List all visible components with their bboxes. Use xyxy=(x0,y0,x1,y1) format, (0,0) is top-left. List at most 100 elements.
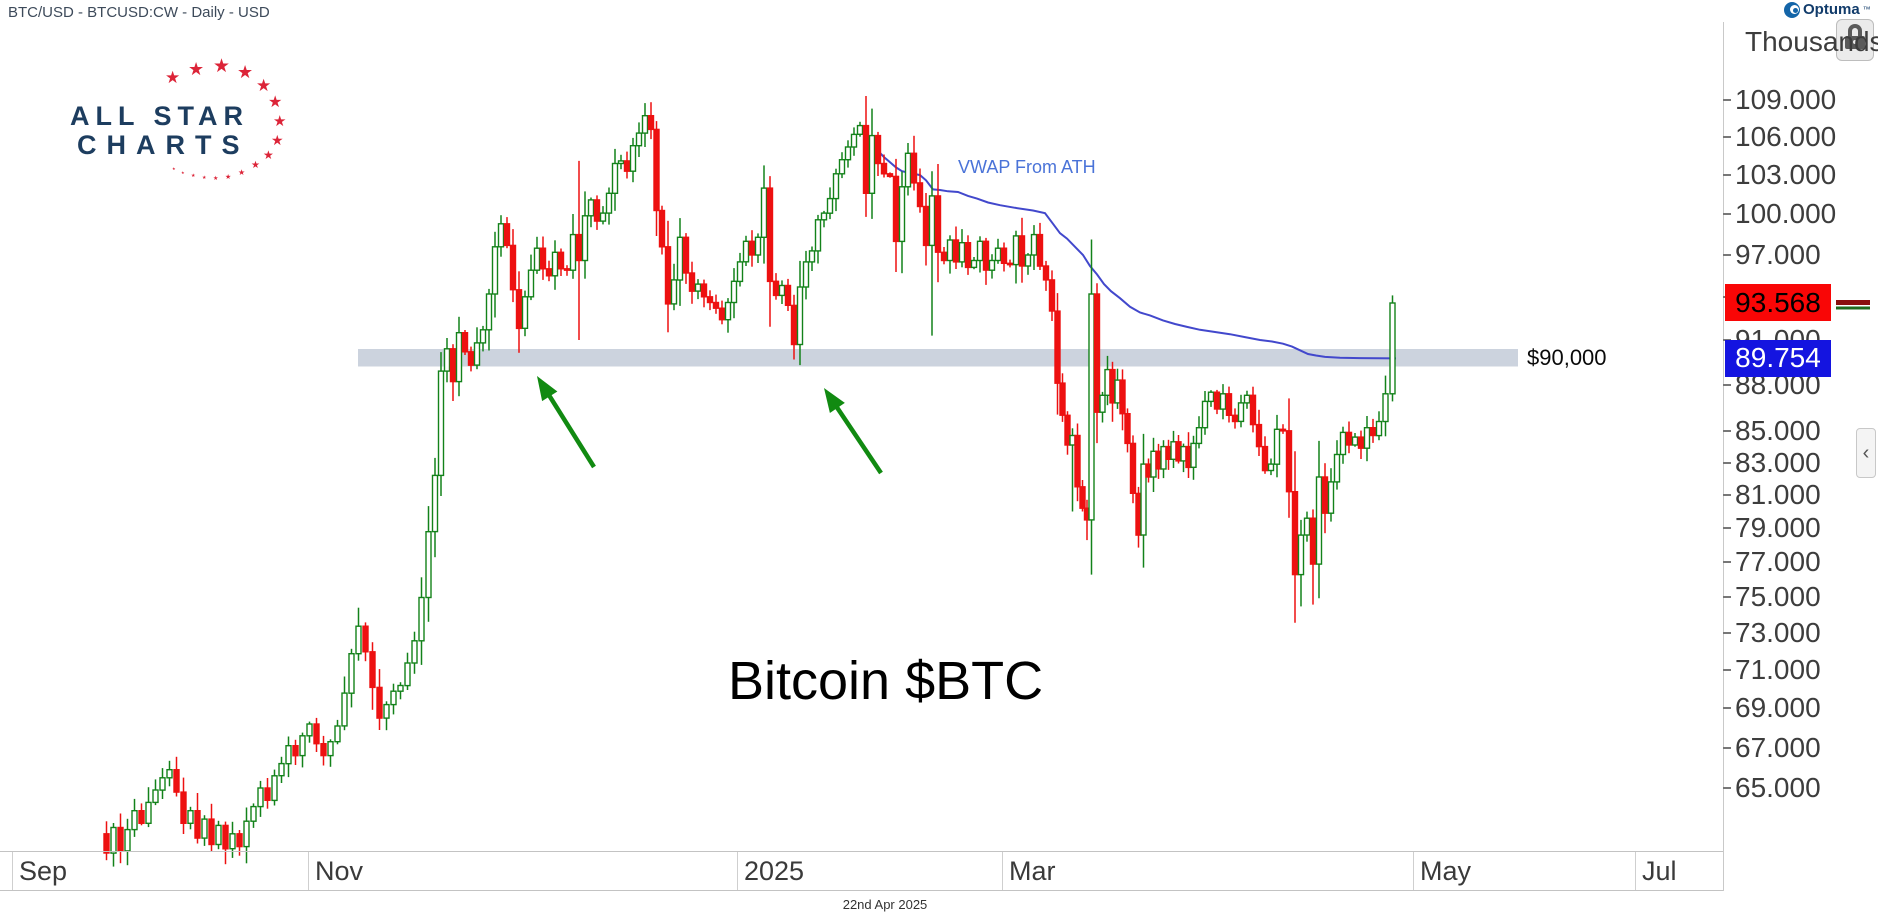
candle-body xyxy=(166,769,173,779)
candle-body xyxy=(208,818,215,846)
candle-body xyxy=(533,247,541,271)
x-tick-label: Mar xyxy=(1009,856,1056,886)
y-tick-label: 65.000 xyxy=(1735,772,1821,803)
candle-body xyxy=(1109,368,1116,404)
candle-body xyxy=(940,251,948,262)
candle-body xyxy=(1389,302,1396,395)
candle-body xyxy=(1321,476,1329,514)
y-tick-mark xyxy=(1723,494,1731,496)
star-icon: ★ xyxy=(273,113,287,130)
candle-body xyxy=(808,250,816,263)
candle-body xyxy=(1291,491,1299,576)
candle-body xyxy=(946,239,954,262)
candle-body xyxy=(922,205,930,247)
candle-body xyxy=(766,187,774,283)
candle-body xyxy=(706,296,714,304)
candle-body xyxy=(1042,265,1050,281)
star-icon: ★ xyxy=(268,94,283,111)
candle-body xyxy=(1129,442,1137,494)
candle-body xyxy=(850,133,858,148)
candle-body xyxy=(886,173,894,178)
candle-body xyxy=(958,241,966,263)
candle-body xyxy=(503,223,511,247)
star-icon: ★ xyxy=(172,166,176,171)
candle-body xyxy=(313,723,320,745)
candle-body xyxy=(664,246,672,305)
candle-body xyxy=(748,240,756,256)
candle-body xyxy=(152,789,159,804)
candle-body xyxy=(1012,235,1020,266)
candle-body xyxy=(892,175,900,243)
axis-scroll-left-button[interactable]: ‹ xyxy=(1856,428,1876,478)
support-band-label: $90,000 xyxy=(1527,345,1607,370)
candle-body xyxy=(1059,382,1066,416)
candle-body xyxy=(1030,233,1038,256)
candle-body xyxy=(180,791,187,824)
candle-body xyxy=(862,124,870,194)
candle-body xyxy=(760,187,768,239)
lock-icon[interactable] xyxy=(1836,19,1874,61)
x-axis-divider xyxy=(308,852,309,890)
candle-body xyxy=(1219,393,1227,410)
candle-body xyxy=(411,640,418,664)
candle-body xyxy=(1079,486,1086,509)
candle-body xyxy=(856,124,864,135)
candle-body xyxy=(814,219,822,252)
candle-body xyxy=(110,826,117,854)
star-icon: ★ xyxy=(165,68,181,87)
candle-body xyxy=(397,684,404,692)
candle-body xyxy=(928,195,936,247)
y-tick-mark xyxy=(1723,213,1731,216)
candle-body xyxy=(1363,427,1371,449)
candle-body xyxy=(521,296,529,329)
star-icon: ★ xyxy=(263,148,274,162)
candle-body xyxy=(1333,453,1341,483)
candle-body xyxy=(629,144,637,172)
candle-body xyxy=(229,833,236,850)
y-tick-label: 79.000 xyxy=(1735,512,1821,544)
star-icon: ★ xyxy=(191,173,196,179)
candle-body xyxy=(278,762,285,777)
candle-body xyxy=(587,199,595,217)
candle-body xyxy=(700,283,708,298)
candle-body xyxy=(306,723,313,737)
candle-body xyxy=(1375,420,1383,437)
candle-body xyxy=(1124,413,1131,445)
candle-body xyxy=(264,787,271,802)
candle-body xyxy=(551,251,559,277)
x-tick-label: Sep xyxy=(19,856,68,886)
candle-body xyxy=(910,152,918,184)
candle-body xyxy=(742,240,750,263)
candle-body xyxy=(285,745,292,765)
candle-body xyxy=(1285,430,1293,493)
all-star-charts-logo: ALL STAR CHARTS ★ ★ ★ ★ ★ ★ ★ ★ ★ ★ ★ ★ ★ ★ ★ ★ ★ xyxy=(70,57,290,187)
x-tick-label: May xyxy=(1420,856,1472,886)
y-tick-label: 85.000 xyxy=(1735,414,1821,446)
candle-body xyxy=(124,828,131,852)
x-tick-label: 2025 xyxy=(744,856,805,886)
candle-body xyxy=(1145,463,1152,478)
candle-body xyxy=(1213,391,1221,410)
candle-body xyxy=(635,132,643,147)
candle-body xyxy=(832,173,840,200)
candle-body xyxy=(467,351,475,366)
chevron-left-icon: ‹ xyxy=(1862,441,1870,464)
lock-shackle-icon xyxy=(1848,24,1862,36)
candle-body xyxy=(1327,481,1335,514)
candle-body xyxy=(243,820,250,848)
candle-body xyxy=(1074,434,1081,488)
candle-body xyxy=(545,268,553,277)
candle-body xyxy=(838,158,846,175)
candle-body xyxy=(236,833,243,848)
candle-body xyxy=(334,725,341,743)
candle-body xyxy=(250,805,257,822)
y-tick-mark xyxy=(1723,746,1731,749)
support-band xyxy=(358,349,1518,367)
star-icon: ★ xyxy=(238,168,246,177)
candle-body xyxy=(1303,517,1311,536)
star-icon: ★ xyxy=(256,76,272,95)
candle-body xyxy=(257,787,264,808)
candle-body xyxy=(1249,394,1257,426)
